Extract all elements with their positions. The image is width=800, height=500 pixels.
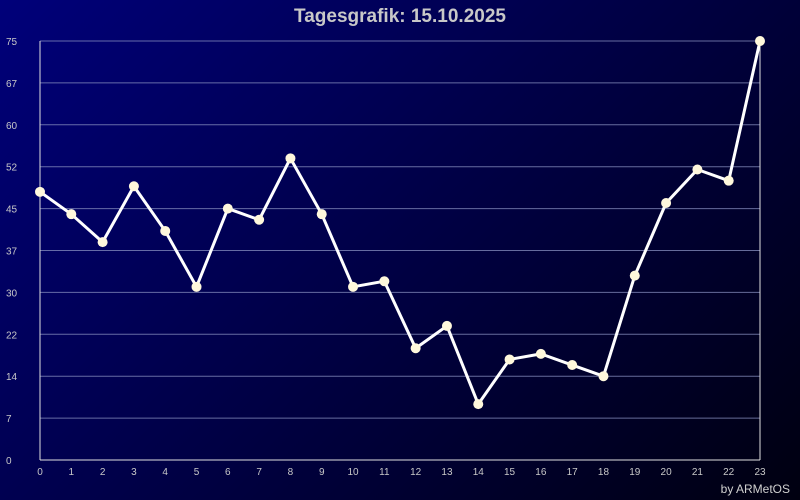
series: [35, 36, 765, 410]
x-tick-label: 9: [319, 467, 325, 478]
x-tick-label: 12: [410, 467, 422, 478]
data-point: [66, 209, 77, 220]
x-tick-label: 18: [598, 467, 610, 478]
x-tick-label: 22: [723, 467, 735, 478]
data-point: [316, 209, 327, 220]
data-point: [410, 343, 421, 354]
credit-text: by ARMetOS: [720, 482, 790, 496]
y-tick-label: 7: [6, 414, 12, 425]
x-tick-label: 5: [194, 467, 200, 478]
y-tick-label: 75: [6, 37, 18, 48]
x-tick-label: 17: [567, 467, 579, 478]
y-tick-label: 60: [6, 121, 18, 132]
x-tick-label: 1: [69, 467, 75, 478]
x-tick-label: 14: [473, 467, 485, 478]
x-tick-label: 0: [37, 467, 43, 478]
data-point: [598, 371, 609, 382]
data-point: [254, 214, 265, 225]
x-tick-label: 8: [288, 467, 294, 478]
data-point: [222, 203, 233, 214]
data-point: [285, 153, 296, 164]
x-tick-label: 2: [100, 467, 106, 478]
y-tick-label: 45: [6, 205, 18, 216]
y-tick-label: 67: [6, 79, 18, 90]
data-point: [504, 354, 515, 365]
data-point: [35, 186, 45, 197]
series-line: [39, 40, 762, 406]
y-tick-labels: 0 7 14 22 30 37 45 52 60 67 75: [6, 37, 18, 467]
x-tick-label: 16: [535, 467, 547, 478]
data-point: [379, 276, 390, 287]
x-tick-label: 20: [661, 467, 673, 478]
x-tick-label: 3: [131, 467, 137, 478]
x-tick-label: 6: [225, 467, 231, 478]
data-point: [128, 181, 139, 192]
y-tick-label: 37: [6, 247, 18, 258]
x-tick-label: 23: [754, 467, 766, 478]
x-tick-label: 4: [162, 467, 168, 478]
data-point: [755, 36, 765, 46]
x-tick-label: 11: [379, 467, 390, 478]
grid-lines: [40, 40, 760, 419]
y-tick-label: 30: [6, 288, 18, 299]
data-point: [629, 270, 640, 281]
x-tick-label: 21: [692, 467, 704, 478]
data-point: [567, 360, 578, 371]
data-point: [661, 198, 672, 209]
x-tick-labels: 0 1 2 3 4 5 6 7 8 9 10 11 12 13 14 15 16 17 18 19 20 21 22 23: [37, 467, 766, 478]
x-tick-label: 13: [441, 467, 453, 478]
data-point: [348, 281, 359, 292]
x-tick-label: 19: [629, 467, 641, 478]
data-point: [97, 237, 108, 248]
axes: [39, 41, 761, 461]
y-tick-label: 0: [6, 456, 12, 467]
y-tick-label: 52: [6, 163, 18, 174]
x-tick-label: 10: [347, 467, 359, 478]
chart-title: Tagesgrafik: 15.10.2025: [294, 6, 506, 27]
data-point: [191, 281, 202, 292]
data-point: [160, 225, 171, 236]
y-tick-label: 22: [6, 330, 18, 341]
data-point: [535, 348, 546, 359]
data-point: [692, 164, 703, 175]
y-tick-label: 14: [6, 372, 18, 383]
data-point: [441, 320, 452, 331]
x-tick-label: 7: [256, 467, 262, 478]
x-tick-label: 15: [504, 467, 516, 478]
data-point: [473, 399, 484, 410]
data-point: [723, 175, 734, 186]
